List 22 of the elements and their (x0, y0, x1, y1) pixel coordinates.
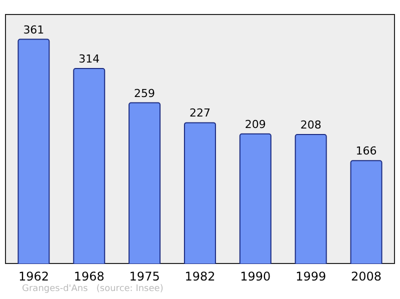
data-label: 166 (356, 144, 377, 158)
data-label: 361 (23, 23, 44, 36)
bar (18, 38, 50, 264)
x-tick-label: 1990 (240, 270, 271, 284)
data-label: 209 (244, 118, 266, 131)
x-tick-label: 2008 (351, 270, 382, 284)
x-tick-label: 1982 (184, 270, 216, 284)
data-label: 227 (189, 106, 210, 120)
x-tick-label: 1968 (74, 270, 104, 284)
x-tick-label: 1999 (296, 270, 326, 284)
bar (294, 134, 327, 264)
bar (350, 160, 382, 264)
x-tick-label: 1975 (129, 270, 160, 284)
bar (128, 102, 161, 264)
bar (73, 68, 106, 264)
text: Granges-d'Ans (source: Insee) (22, 284, 164, 294)
bar (239, 133, 272, 264)
x-tick-label: 1962 (18, 270, 49, 284)
data-label: 208 (300, 118, 322, 132)
data-label: 259 (134, 86, 156, 100)
bar (184, 122, 216, 264)
data-label: 314 (78, 52, 100, 66)
